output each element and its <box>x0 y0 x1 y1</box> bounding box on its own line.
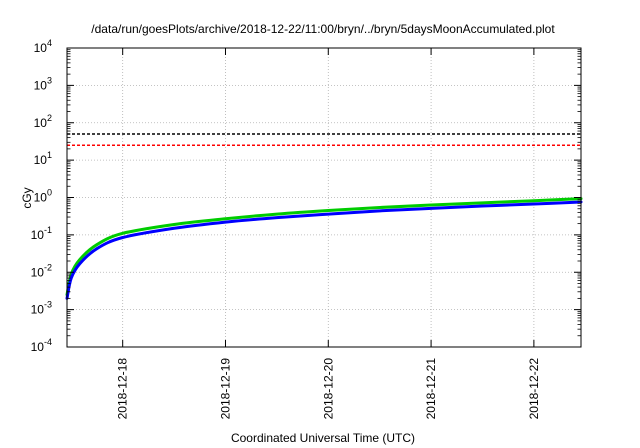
series-line <box>65 197 583 297</box>
x-tick-labels: 2018-12-18 2018-12-19 2018-12-20 2018-12-21… <box>116 358 541 420</box>
y-tick-label: 101 <box>34 150 52 167</box>
y-tick-label: 100 <box>34 188 52 205</box>
y-tick-label: 103 <box>34 75 52 92</box>
chart-title: /data/run/goesPlots/archive/2018-12-22/1… <box>91 22 555 36</box>
y-tick-labels: 104 103 102 101 100 10-1 10-2 10-3 10-4 <box>31 38 52 354</box>
y-tick-label: 10-2 <box>31 262 52 279</box>
x-tick-label: 2018-12-21 <box>424 358 438 420</box>
y-tick-label: 102 <box>34 113 52 130</box>
series-line <box>65 200 583 300</box>
x-axis-title: Coordinated Universal Time (UTC) <box>231 431 415 445</box>
plot-frame <box>66 47 582 348</box>
x-tick-label: 2018-12-20 <box>321 358 335 420</box>
tick-layer <box>67 47 581 348</box>
reference-lines <box>67 133 581 147</box>
y-axis-title: cGy <box>20 187 34 208</box>
grid-layer <box>67 48 581 347</box>
series-layer <box>65 197 583 300</box>
y-tick-label: 104 <box>34 38 52 55</box>
y-tick-label: 10-4 <box>31 337 52 354</box>
x-tick-label: 2018-12-22 <box>527 358 541 420</box>
y-tick-label: 10-3 <box>31 300 52 317</box>
y-tick-label: 10-1 <box>31 225 52 242</box>
x-tick-label: 2018-12-18 <box>116 358 130 420</box>
x-tick-label: 2018-12-19 <box>218 358 232 420</box>
